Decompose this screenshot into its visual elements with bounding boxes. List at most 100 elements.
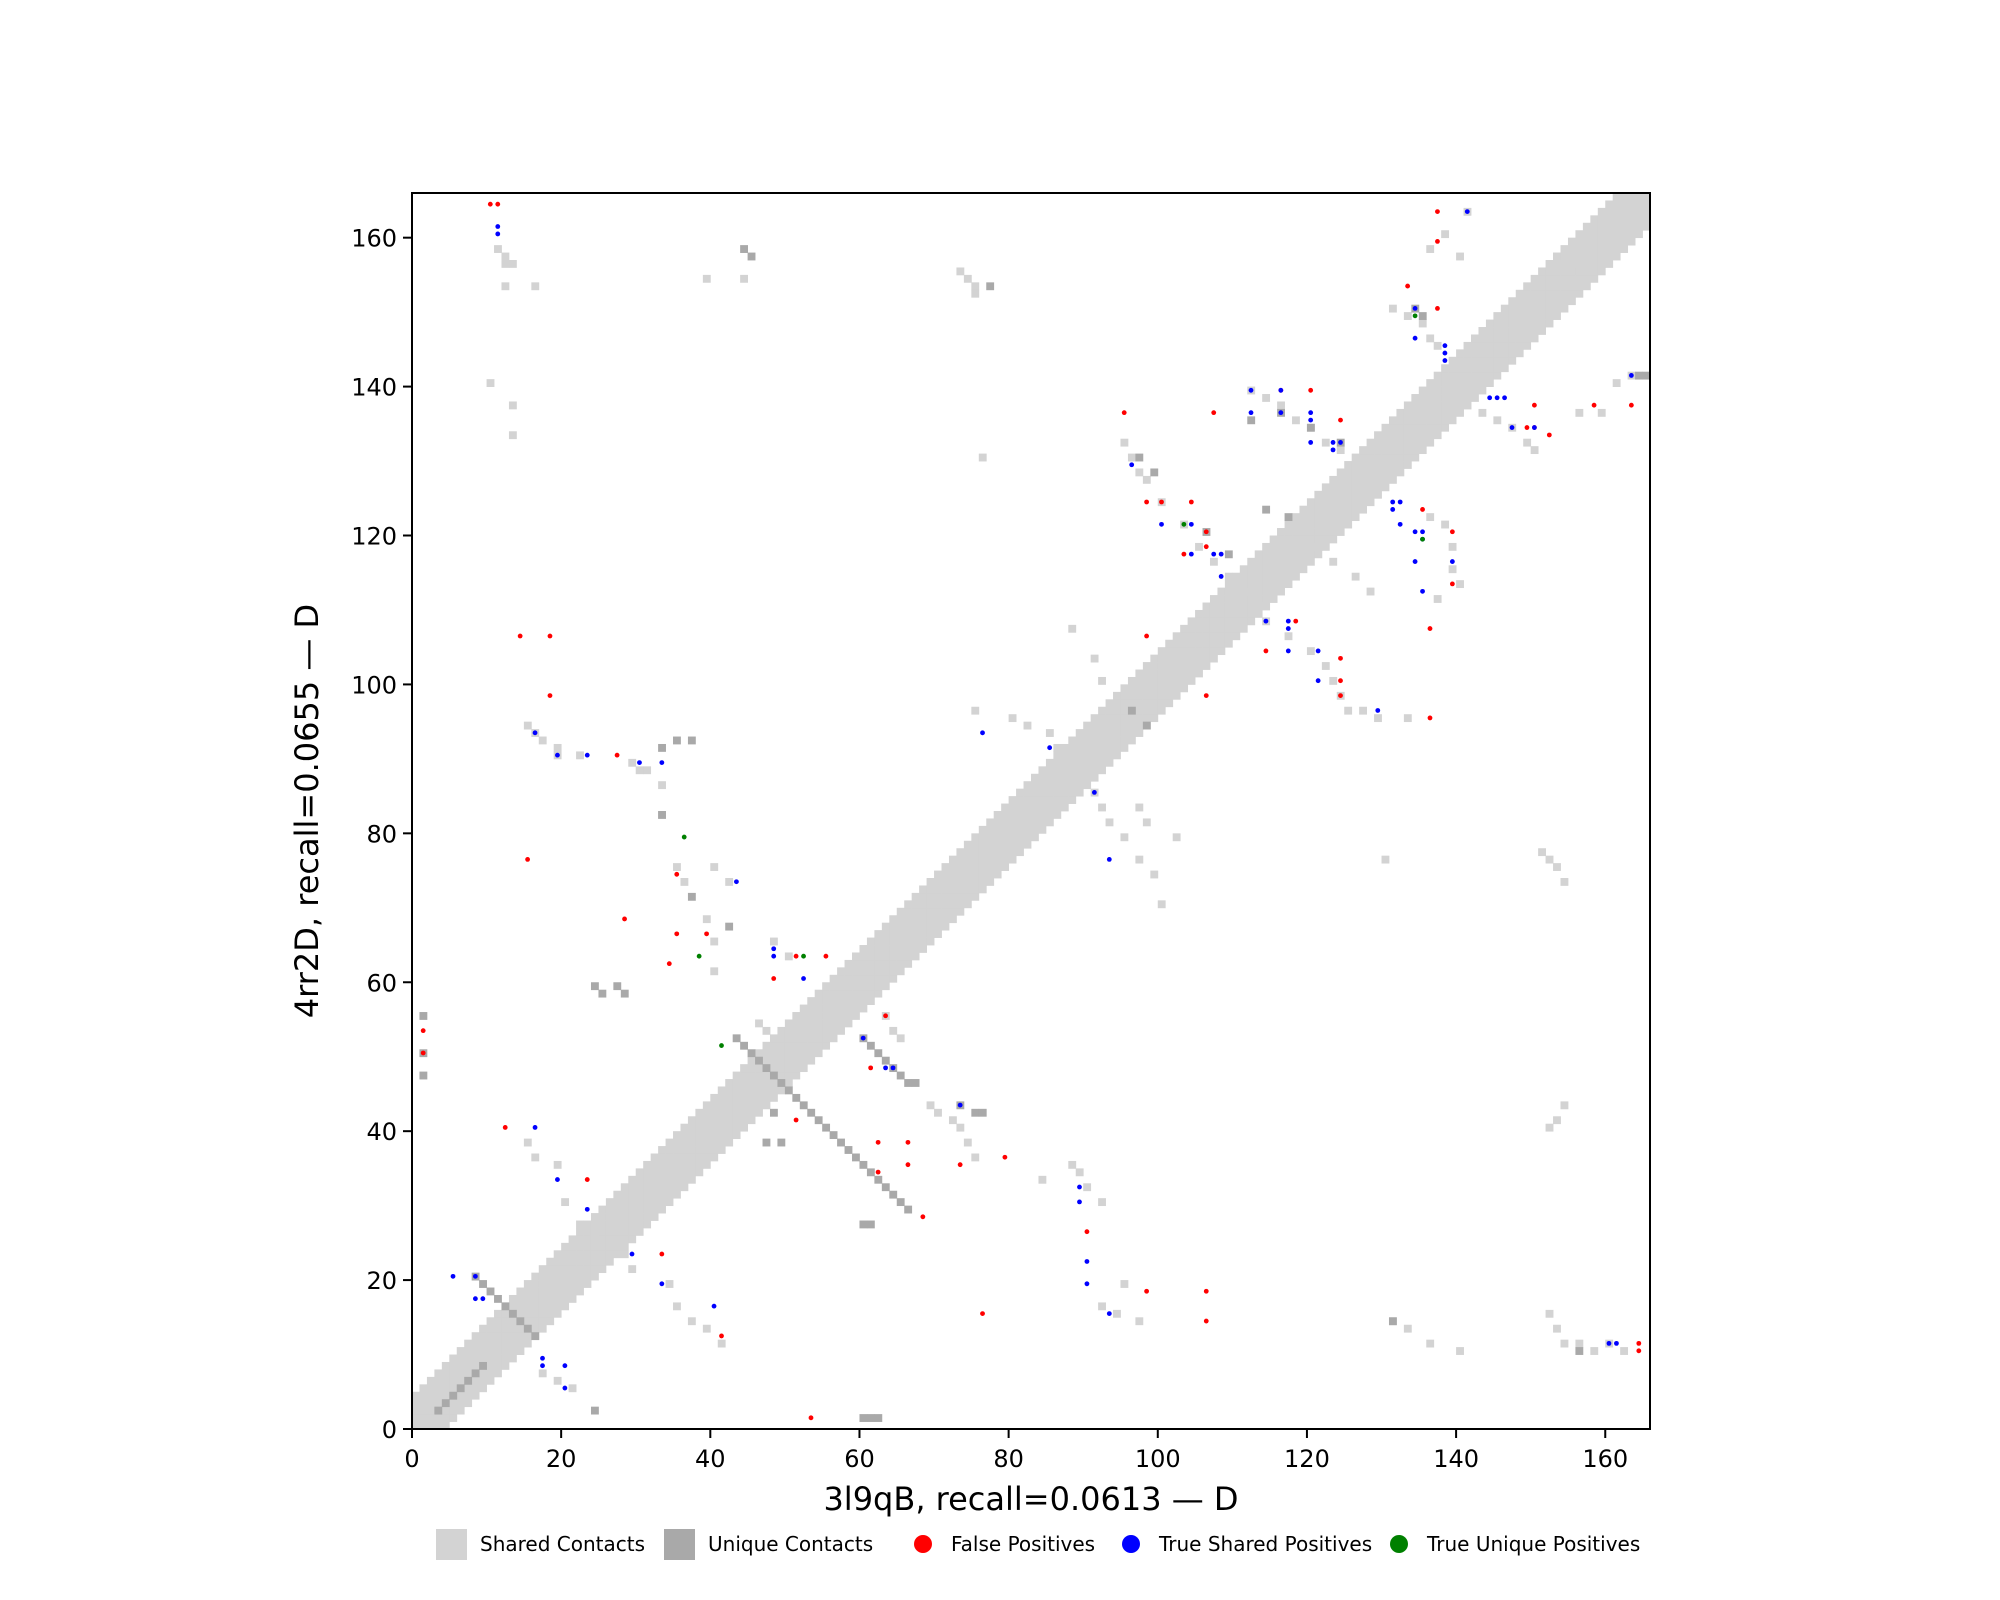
diagonal-cell xyxy=(971,892,980,901)
false-positive-point xyxy=(1628,402,1634,408)
diagonal-cell xyxy=(561,1265,570,1274)
unique-contact-cell xyxy=(1142,721,1151,730)
x-tick-label: 80 xyxy=(993,1445,1024,1473)
diagonal-cell xyxy=(1120,721,1129,730)
diagonal-cell xyxy=(702,1101,711,1110)
diagonal-cell xyxy=(501,1332,510,1341)
true-shared-positive-point xyxy=(1248,387,1254,393)
diagonal-cell xyxy=(531,1294,540,1303)
shared-contact-cell xyxy=(889,1026,898,1035)
diagonal-cell xyxy=(479,1376,487,1385)
diagonal-cell xyxy=(628,1220,637,1229)
diagonal-cell xyxy=(1165,639,1174,648)
diagonal-cell xyxy=(1321,542,1330,551)
diagonal-cell xyxy=(1135,729,1144,737)
unique-contact-cell xyxy=(471,1369,480,1378)
diagonal-cell xyxy=(1053,811,1062,819)
shared-contact-cell xyxy=(1306,647,1315,656)
diagonal-cell xyxy=(1620,215,1629,224)
diagonal-cell xyxy=(516,1302,525,1311)
diagonal-cell xyxy=(1262,572,1271,581)
diagonal-cell xyxy=(755,1079,763,1087)
diagonal-cell xyxy=(553,1294,562,1303)
shared-contact-cell xyxy=(1388,304,1397,313)
diagonal-cell xyxy=(717,1146,726,1154)
diagonal-cell xyxy=(717,1101,726,1110)
shared-contact-cell xyxy=(1426,334,1435,343)
diagonal-cell xyxy=(1523,282,1532,291)
diagonal-cell xyxy=(523,1317,532,1326)
diagonal-cell xyxy=(687,1153,696,1162)
diagonal-cell xyxy=(620,1227,629,1236)
diagonal-cell xyxy=(747,1056,756,1065)
shared-contact-cell xyxy=(665,1280,674,1288)
diagonal-cell xyxy=(1127,691,1136,700)
unique-contact-cell xyxy=(762,1064,771,1073)
diagonal-cell xyxy=(889,915,898,924)
diagonal-cell xyxy=(1448,379,1457,387)
shared-contact-cell xyxy=(1284,632,1293,641)
diagonal-cell xyxy=(1351,513,1360,522)
diagonal-cell xyxy=(1008,818,1017,827)
diagonal-cell xyxy=(1105,706,1114,715)
diagonal-cell xyxy=(1582,245,1591,253)
diagonal-cell xyxy=(434,1384,443,1393)
diagonal-cell xyxy=(1060,803,1069,812)
diagonal-cell xyxy=(889,922,898,931)
diagonal-cell xyxy=(1448,408,1457,417)
diagonal-cell xyxy=(561,1272,570,1281)
diagonal-cell xyxy=(956,885,965,894)
diagonal-cell xyxy=(1284,565,1293,574)
diagonal-cell xyxy=(762,1093,771,1102)
diagonal-cell xyxy=(680,1168,689,1177)
diagonal-cell xyxy=(837,1019,845,1028)
diagonal-cell xyxy=(1157,676,1166,685)
diagonal-cell xyxy=(1031,833,1039,842)
false-positive-point xyxy=(1636,1348,1642,1354)
diagonal-cell xyxy=(494,1354,502,1363)
shared-contact-cell xyxy=(1053,743,1062,752)
diagonal-cell xyxy=(1553,297,1561,306)
diagonal-cell xyxy=(1456,394,1464,402)
diagonal-cell xyxy=(844,974,853,983)
diagonal-cell xyxy=(464,1339,473,1348)
diagonal-cell xyxy=(889,930,898,938)
diagonal-cell xyxy=(494,1361,502,1370)
diagonal-cell xyxy=(1515,289,1524,298)
diagonal-cell xyxy=(889,952,898,961)
diagonal-cell xyxy=(576,1227,584,1236)
diagonal-cell xyxy=(538,1272,547,1281)
diagonal-cell xyxy=(859,982,868,991)
diagonal-cell xyxy=(829,1034,838,1043)
unique-contact-cell xyxy=(881,1183,890,1192)
diagonal-cell xyxy=(1008,825,1017,834)
diagonal-cell xyxy=(702,1138,711,1147)
diagonal-cell xyxy=(1508,327,1517,335)
shared-contact-cell xyxy=(501,252,510,261)
shared-contact-cell xyxy=(971,282,980,291)
diagonal-cell xyxy=(1403,446,1412,455)
diagonal-cell xyxy=(523,1287,532,1296)
diagonal-cell xyxy=(1075,729,1084,737)
unique-contact-cell xyxy=(859,1220,868,1229)
diagonal-cell xyxy=(516,1332,525,1341)
diagonal-cell xyxy=(1374,446,1382,455)
diagonal-cell xyxy=(583,1250,592,1259)
diagonal-cell xyxy=(1008,811,1017,819)
diagonal-cell xyxy=(956,863,965,871)
diagonal-cell xyxy=(538,1324,547,1333)
diagonal-cell xyxy=(1195,669,1203,678)
shared-contact-cell xyxy=(1321,438,1330,447)
diagonal-cell xyxy=(1620,200,1629,209)
diagonal-cell xyxy=(814,1034,823,1043)
unique-contact-cell xyxy=(449,1391,458,1400)
diagonal-cell xyxy=(1031,818,1039,827)
true-shared-positive-point xyxy=(1129,462,1135,468)
diagonal-cell xyxy=(1538,274,1546,283)
diagonal-cell xyxy=(1515,349,1524,358)
diagonal-cell xyxy=(1381,446,1390,455)
false-positive-point xyxy=(920,1214,926,1220)
diagonal-cell xyxy=(449,1376,458,1385)
diagonal-cell xyxy=(426,1414,435,1422)
false-positive-point xyxy=(808,1415,814,1421)
